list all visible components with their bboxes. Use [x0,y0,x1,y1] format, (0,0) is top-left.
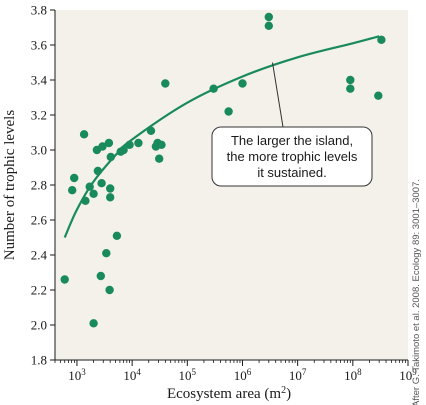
x-ticks: 103 104 105 106 107 108 109 [54,360,417,383]
x-tick-base: 10 [399,368,412,383]
x-tick-base: 10 [234,368,247,383]
x-tick-label: 105 [179,367,197,383]
x-tick-exponent: 5 [192,367,197,377]
y-tick-label: 3.2 [31,108,47,123]
data-point [81,196,90,205]
x-tick-label: 107 [289,367,307,383]
x-tick-label: 106 [234,367,252,383]
data-point [112,231,122,240]
x-tick-base: 10 [344,368,357,383]
x-tick-base: 10 [68,368,81,383]
annotation-box [211,126,373,187]
data-point [97,179,106,188]
fit-curve [63,35,380,238]
data-point [209,84,218,93]
data-point [374,91,383,100]
data-point [155,154,164,163]
y-tick-label: 2.2 [31,283,47,298]
source-credit: After G. Takimoto et al. 2008. Ecology 8… [411,179,422,405]
y-tick-label: 2.6 [31,213,48,228]
x-axis-title: Ecosystem area (m2) [167,385,291,403]
data-point [224,107,233,116]
data-point [106,152,116,162]
data-point [134,138,143,148]
data-point [346,84,355,93]
y-tick-label: 3.8 [31,3,47,18]
data-point [96,271,106,281]
annotation-line-3: it sustained. [257,165,326,180]
data-point [161,79,170,88]
data-point [89,319,98,328]
y-tick-label: 2.4 [31,248,48,263]
annotation-line-2: the more trophic levels [227,149,358,164]
y-ticks: 1.8 2.0 2.2 2.4 2.6 2.8 3.0 3.2 3.4 3.6 3.8 [31,3,55,368]
data-point [119,145,128,155]
data-point [98,142,107,151]
data-point [264,12,273,22]
x-tick-exponent: 9 [412,367,417,377]
x-tick-label: 108 [344,367,362,383]
x-tick-label: 103 [68,367,86,383]
annotation-callout: The larger the island, the more trophic … [211,62,373,187]
data-point [85,182,94,191]
y-tick-label: 2.8 [31,178,47,193]
x-tick-base: 10 [123,368,136,383]
data-point [105,285,114,295]
y-tick-label: 3.0 [31,143,47,158]
x-tick-exponent: 6 [247,367,252,377]
data-point [157,140,166,149]
x-tick-exponent: 3 [81,367,86,377]
x-axis-title-main: Ecosystem area (m [167,386,281,402]
data-point [79,130,89,139]
x-tick-label: 109 [399,367,417,383]
x-axis-title-sup: 2 [281,385,286,396]
data-point [106,193,115,202]
data-point [68,186,77,195]
data-point [346,75,355,85]
data-points [60,12,386,328]
data-point [102,249,111,258]
x-tick-exponent: 7 [302,367,307,377]
data-point [89,189,98,198]
data-point [93,166,103,176]
data-point [264,21,273,30]
x-axis-title-close: ) [286,386,291,402]
x-tick-base: 10 [289,368,302,383]
x-tick-exponent: 8 [357,367,362,377]
y-tick-label: 3.4 [31,73,48,88]
y-tick-label: 1.8 [31,353,47,368]
data-point [377,35,386,44]
data-point [104,138,114,148]
data-point [106,184,115,193]
data-point [70,173,79,183]
y-axis-title: Number of trophic levels [2,110,18,261]
y-tick-label: 2.0 [31,318,47,333]
data-point [60,275,69,284]
x-tick-label: 104 [123,367,141,383]
x-tick-exponent: 4 [136,367,141,377]
x-tick-base: 10 [179,368,192,383]
annotation-pointer [272,62,284,128]
annotation-line-1: The larger the island, [231,133,353,148]
data-point [238,79,247,88]
y-tick-label: 3.6 [31,38,48,53]
data-point [146,126,156,135]
data-point [125,140,134,149]
